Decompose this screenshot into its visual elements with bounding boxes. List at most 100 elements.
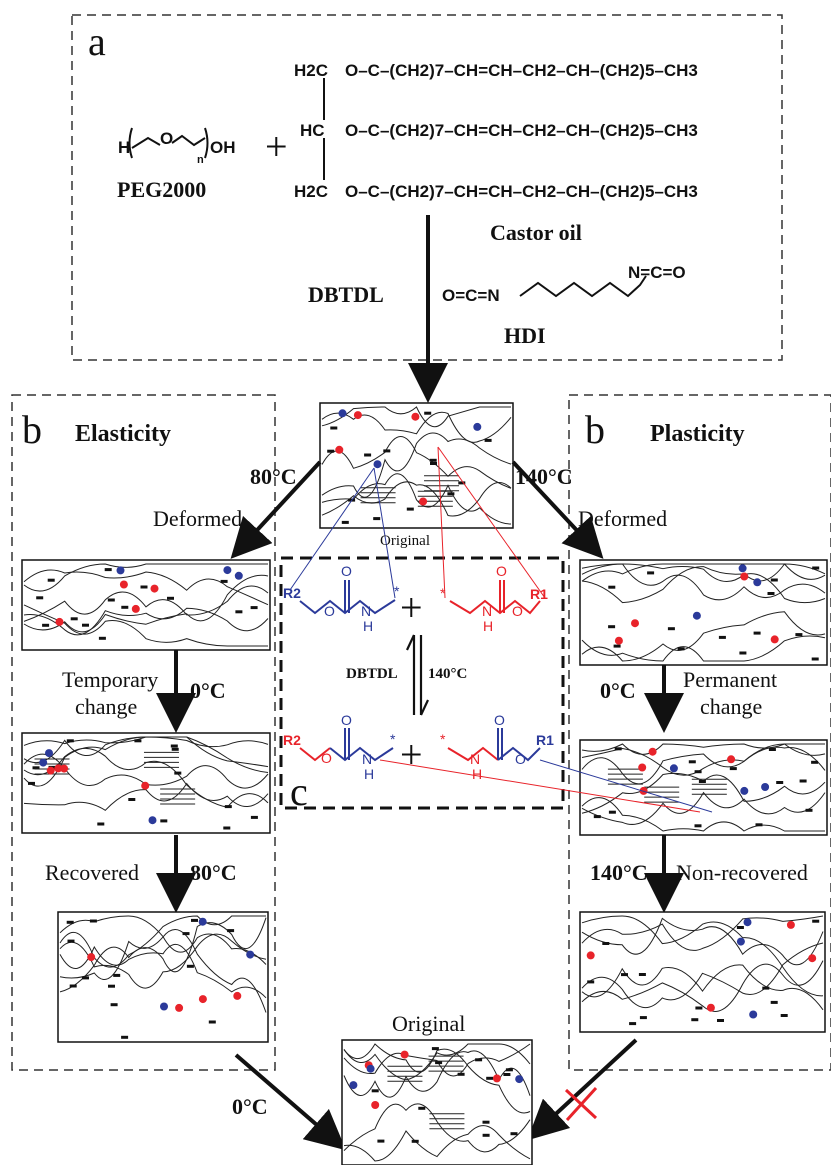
hard-segment xyxy=(753,631,761,635)
crosslink-blue xyxy=(39,758,48,767)
polymer-chain xyxy=(59,917,267,993)
hard-segment xyxy=(593,815,601,819)
hard-segment xyxy=(327,449,335,453)
exchange-bottom-left-star: * xyxy=(390,731,396,747)
polymer-chain xyxy=(23,574,269,633)
castor-row-2-left: HC xyxy=(300,121,325,140)
exchange-top-left-o2: O xyxy=(324,603,335,619)
polymer-chain xyxy=(23,782,269,811)
hard-segment xyxy=(66,739,74,743)
hard-segment xyxy=(89,919,97,923)
hard-segment xyxy=(812,566,820,570)
elastic-step-temporary-1: Temporary xyxy=(62,667,159,692)
exchange-top-right xyxy=(449,580,541,615)
crosslink-red xyxy=(233,991,242,1000)
polymer-chain xyxy=(581,915,824,997)
crosslink-red xyxy=(54,764,63,773)
hard-segment xyxy=(70,617,78,621)
hard-segment xyxy=(108,984,115,988)
hard-segment xyxy=(717,1019,724,1022)
plastic-temp-cool: 0°C xyxy=(600,678,636,703)
crosslink-red xyxy=(740,572,749,581)
cross-mark xyxy=(564,1086,598,1122)
crosslink-red xyxy=(631,619,639,628)
plastic-temp-heat: 140°C xyxy=(590,860,648,885)
plastic-nonrecovered-network xyxy=(579,911,826,1033)
original-bottom-label: Original xyxy=(392,1011,466,1036)
castor-row-3-chain: O–C–(CH2)7–CH=CH–CH2–CH–(CH2)5–CH3 xyxy=(345,182,698,201)
exchange-top-left-h: H xyxy=(363,618,374,634)
peg-h: H xyxy=(118,138,131,157)
crosslink-blue xyxy=(338,409,347,418)
hard-segment xyxy=(377,1139,385,1143)
crosslink-red xyxy=(586,951,595,960)
hard-segment xyxy=(235,610,243,614)
equilibrium-arrows xyxy=(406,634,429,716)
crosslink-blue xyxy=(753,578,762,587)
hard-segment xyxy=(767,592,775,595)
arrow-blocked xyxy=(527,1038,638,1141)
polymer-chain xyxy=(59,933,267,989)
hdi-chain xyxy=(519,275,647,298)
exchange-bottom-left xyxy=(299,728,394,762)
panel-c-letter: c xyxy=(290,769,308,814)
hard-segment xyxy=(486,1076,494,1080)
crosslink-blue xyxy=(761,783,770,791)
hard-segment xyxy=(97,822,105,826)
hard-segment xyxy=(121,1035,129,1039)
hard-segment xyxy=(174,771,182,775)
crosslink-red xyxy=(638,763,647,772)
elastic-step-deformed: Deformed xyxy=(153,506,243,531)
panel-a-letter: a xyxy=(88,19,106,64)
hard-segment xyxy=(191,918,198,922)
polymer-chain xyxy=(581,563,826,604)
polymer-chain xyxy=(23,604,268,647)
hard-segment xyxy=(739,651,747,655)
hard-segment xyxy=(795,633,803,637)
exchange-top-left-n: N xyxy=(361,603,372,619)
polymer-chain xyxy=(581,611,826,662)
hard-segment xyxy=(638,973,646,976)
crosslink-red xyxy=(353,411,362,420)
connector-lines xyxy=(289,446,713,813)
hard-segment xyxy=(182,932,190,936)
hard-segment xyxy=(250,606,258,610)
polymer-chain xyxy=(581,964,824,1011)
hard-segment xyxy=(330,426,338,430)
castor-row-1-left: H2C xyxy=(294,61,329,80)
exchange-bottom-right-star: * xyxy=(440,731,446,747)
hard-segment xyxy=(104,568,112,572)
crosslink-blue xyxy=(473,422,482,431)
elastic-temp-cool: 0°C xyxy=(190,678,226,703)
polymer-chain xyxy=(321,436,512,489)
network-drawings xyxy=(23,563,826,1162)
elastic-step-recovered: Recovered xyxy=(45,860,140,885)
elastic-recovered-network xyxy=(57,911,269,1043)
polymer-chain xyxy=(581,797,826,832)
hard-segment xyxy=(770,578,778,582)
hard-segment xyxy=(503,1073,511,1076)
crosslink-red xyxy=(175,1003,184,1012)
exchange-bottom-left-r: R2 xyxy=(283,732,301,748)
panel-b-right-frame xyxy=(568,394,831,1071)
hard-segment xyxy=(639,1016,647,1020)
hard-segment xyxy=(69,984,77,988)
hard-segment xyxy=(223,826,231,830)
crosslink-red xyxy=(150,584,159,593)
hard-segment xyxy=(113,973,121,977)
crosslink-red xyxy=(46,766,55,775)
crosslink-red xyxy=(198,995,207,1004)
crosslink-red xyxy=(492,1074,501,1083)
polymer-chain xyxy=(59,929,267,1013)
crosslink-blue xyxy=(198,917,207,926)
hard-segment xyxy=(505,1068,513,1072)
hard-segment xyxy=(383,449,391,453)
hard-segment xyxy=(431,1047,439,1051)
hard-segment xyxy=(602,942,610,945)
hard-segment xyxy=(811,760,819,764)
hdi-left-group: O=C=N xyxy=(442,286,500,305)
crosslink-blue xyxy=(116,566,125,575)
hard-segment xyxy=(208,1020,216,1024)
crosslink-blue xyxy=(223,566,232,575)
